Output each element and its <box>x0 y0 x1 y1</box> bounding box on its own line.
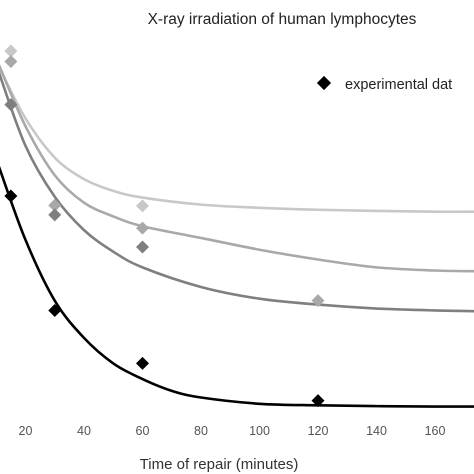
x-tick-label: 60 <box>136 424 150 438</box>
data-point-s2-1 <box>4 55 18 69</box>
legend-marker <box>316 75 332 91</box>
data-point-s4-3 <box>135 356 150 370</box>
data-point-s2-3 <box>135 221 150 235</box>
x-tick-label: 40 <box>77 424 91 438</box>
data-point-s1-1 <box>4 44 18 58</box>
legend-label: experimental dat <box>345 77 452 93</box>
data-point-s4-2 <box>48 303 62 317</box>
chart-title: X-ray irradiation of human lymphocytes <box>148 11 417 28</box>
data-point-s4-4 <box>311 394 325 408</box>
data-point-s2-2 <box>48 198 62 212</box>
x-tick-label: 120 <box>308 424 329 438</box>
x-axis-label: Time of repair (minutes) <box>140 456 299 473</box>
data-point-s3-2 <box>48 208 62 222</box>
data-point-s4-1 <box>4 189 18 203</box>
x-tick-label: 20 <box>19 424 33 438</box>
x-tick-label: 160 <box>425 424 446 438</box>
x-axis-ticks: 20 40 60 80 100 120 140 160 <box>19 424 446 438</box>
legend: experimental dat <box>316 75 452 93</box>
fit-curve-1 <box>0 66 474 214</box>
fit-curves <box>0 64 474 408</box>
x-tick-label: 80 <box>194 424 208 438</box>
data-point-s1-2 <box>135 199 150 213</box>
data-point-s3-3 <box>135 240 150 254</box>
x-tick-label: 140 <box>366 424 387 438</box>
data-point-s2-4 <box>311 294 325 308</box>
data-points <box>4 44 325 408</box>
fit-curve-4 <box>0 166 474 408</box>
fit-curve-2 <box>0 64 474 273</box>
x-tick-label: 100 <box>249 424 270 438</box>
fit-curve-3 <box>0 72 474 313</box>
